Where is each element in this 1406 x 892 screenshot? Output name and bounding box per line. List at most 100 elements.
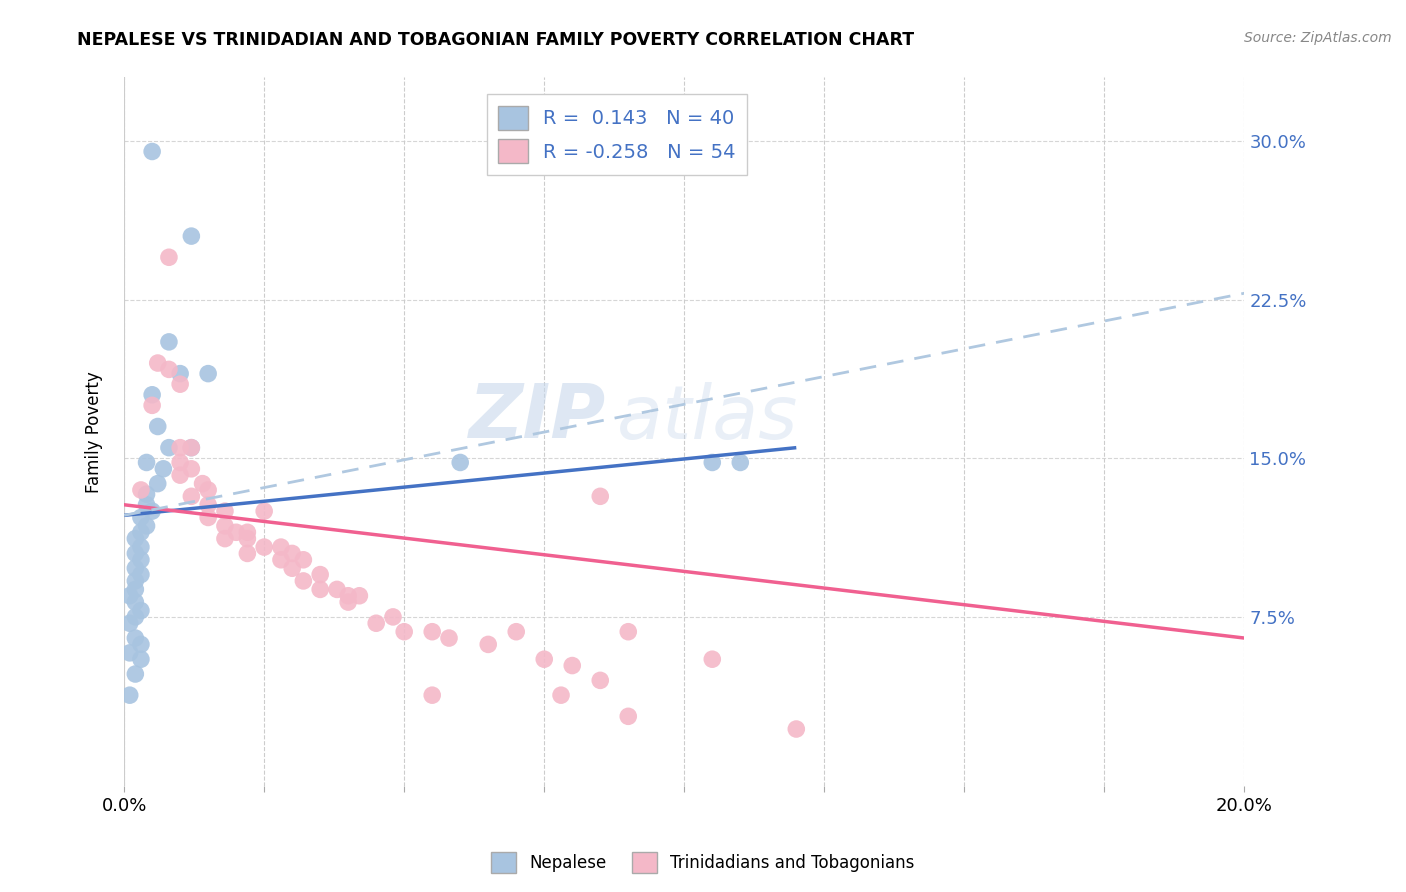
Point bbox=[197, 483, 219, 497]
Text: ZIP: ZIP bbox=[468, 381, 606, 454]
Point bbox=[214, 532, 236, 546]
Point bbox=[124, 582, 146, 597]
Point bbox=[225, 525, 247, 540]
Point bbox=[550, 688, 572, 702]
Point bbox=[141, 504, 163, 518]
Point bbox=[180, 462, 202, 476]
Point bbox=[124, 532, 146, 546]
Point bbox=[191, 476, 214, 491]
Point bbox=[129, 510, 152, 524]
Point bbox=[124, 610, 146, 624]
Point bbox=[326, 582, 349, 597]
Point bbox=[169, 468, 191, 483]
Point bbox=[214, 519, 236, 533]
Point bbox=[392, 624, 415, 639]
Point bbox=[124, 595, 146, 609]
Point bbox=[169, 367, 191, 381]
Point bbox=[157, 334, 180, 349]
Point bbox=[477, 637, 499, 651]
Legend: Nepalese, Trinidadians and Tobagonians: Nepalese, Trinidadians and Tobagonians bbox=[485, 846, 921, 880]
Point bbox=[236, 546, 259, 560]
Point bbox=[135, 487, 157, 501]
Point bbox=[180, 229, 202, 244]
Point bbox=[236, 525, 259, 540]
Point bbox=[141, 145, 163, 159]
Point bbox=[730, 455, 752, 469]
Point bbox=[157, 362, 180, 376]
Point bbox=[118, 688, 141, 702]
Point bbox=[236, 532, 259, 546]
Point bbox=[281, 546, 304, 560]
Point bbox=[349, 589, 371, 603]
Point bbox=[180, 489, 202, 503]
Point bbox=[124, 561, 146, 575]
Point bbox=[118, 646, 141, 660]
Point bbox=[533, 652, 555, 666]
Point bbox=[366, 616, 388, 631]
Point bbox=[135, 498, 157, 512]
Point bbox=[420, 624, 443, 639]
Point bbox=[118, 616, 141, 631]
Point bbox=[152, 462, 174, 476]
Point bbox=[146, 419, 169, 434]
Point bbox=[157, 250, 180, 264]
Point bbox=[309, 582, 332, 597]
Y-axis label: Family Poverty: Family Poverty bbox=[86, 371, 103, 492]
Point bbox=[124, 546, 146, 560]
Point bbox=[180, 441, 202, 455]
Point bbox=[129, 567, 152, 582]
Point bbox=[337, 589, 360, 603]
Point bbox=[253, 540, 276, 554]
Point bbox=[702, 455, 724, 469]
Point bbox=[253, 504, 276, 518]
Point bbox=[785, 722, 807, 736]
Point bbox=[129, 637, 152, 651]
Point bbox=[292, 574, 315, 588]
Point bbox=[141, 398, 163, 412]
Point bbox=[214, 504, 236, 518]
Point bbox=[169, 377, 191, 392]
Point bbox=[146, 476, 169, 491]
Point bbox=[135, 455, 157, 469]
Point bbox=[197, 510, 219, 524]
Point bbox=[420, 688, 443, 702]
Point bbox=[561, 658, 583, 673]
Point bbox=[281, 561, 304, 575]
Point bbox=[505, 624, 527, 639]
Point bbox=[197, 367, 219, 381]
Point bbox=[118, 589, 141, 603]
Point bbox=[141, 388, 163, 402]
Point bbox=[157, 441, 180, 455]
Point bbox=[437, 631, 460, 645]
Point bbox=[129, 603, 152, 617]
Point bbox=[449, 455, 471, 469]
Point bbox=[129, 483, 152, 497]
Point bbox=[270, 553, 292, 567]
Point bbox=[589, 673, 612, 688]
Point bbox=[292, 553, 315, 567]
Point bbox=[617, 624, 640, 639]
Point bbox=[129, 525, 152, 540]
Point bbox=[197, 498, 219, 512]
Point bbox=[124, 631, 146, 645]
Point bbox=[589, 489, 612, 503]
Text: NEPALESE VS TRINIDADIAN AND TOBAGONIAN FAMILY POVERTY CORRELATION CHART: NEPALESE VS TRINIDADIAN AND TOBAGONIAN F… bbox=[77, 31, 914, 49]
Point bbox=[617, 709, 640, 723]
Point bbox=[124, 667, 146, 681]
Point bbox=[129, 652, 152, 666]
Point bbox=[270, 540, 292, 554]
Text: atlas: atlas bbox=[617, 382, 799, 454]
Legend: R =  0.143   N = 40, R = -0.258   N = 54: R = 0.143 N = 40, R = -0.258 N = 54 bbox=[486, 95, 748, 175]
Point bbox=[124, 574, 146, 588]
Point bbox=[382, 610, 405, 624]
Point bbox=[702, 652, 724, 666]
Point bbox=[129, 540, 152, 554]
Text: Source: ZipAtlas.com: Source: ZipAtlas.com bbox=[1244, 31, 1392, 45]
Point bbox=[337, 595, 360, 609]
Point bbox=[309, 567, 332, 582]
Point bbox=[169, 441, 191, 455]
Point bbox=[169, 455, 191, 469]
Point bbox=[146, 356, 169, 370]
Point bbox=[135, 519, 157, 533]
Point bbox=[129, 553, 152, 567]
